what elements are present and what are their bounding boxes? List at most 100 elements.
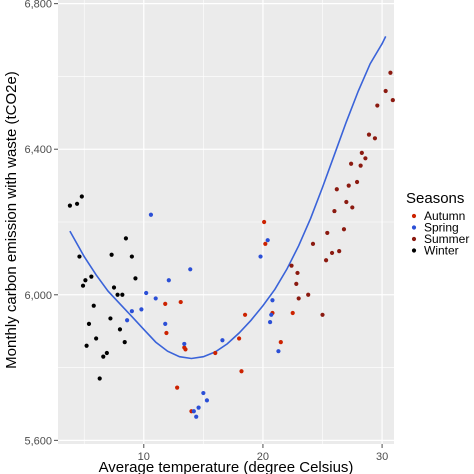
point-winter — [101, 354, 106, 359]
point-autumn — [239, 369, 244, 374]
point-spring — [139, 307, 144, 312]
point-spring — [201, 390, 206, 396]
point-winter — [129, 254, 134, 259]
point-summer — [372, 136, 378, 141]
point-autumn — [263, 241, 268, 246]
point-summer — [323, 258, 329, 263]
x-tick-label: 30 — [376, 451, 388, 463]
point-autumn — [242, 312, 248, 317]
point-autumn — [213, 350, 218, 356]
point-summer — [310, 241, 316, 246]
y-axis-title: Monthly carbon emission with waste (tCO2… — [3, 71, 20, 369]
point-spring — [191, 409, 196, 414]
point-spring — [270, 298, 275, 303]
legend-key-winter — [411, 248, 417, 253]
point-winter — [97, 376, 102, 381]
point-autumn — [262, 219, 267, 225]
point-winter — [89, 274, 94, 279]
legend-label-summer: Summer — [424, 232, 469, 246]
x-tick-label: 20 — [257, 451, 269, 463]
point-spring — [220, 338, 225, 343]
point-spring — [269, 312, 274, 317]
point-winter — [77, 254, 82, 259]
point-spring — [144, 290, 149, 296]
point-summer — [363, 156, 368, 161]
legend-label-winter: Winter — [424, 244, 459, 258]
point-winter — [117, 327, 123, 332]
fit-curve-layer — [69, 36, 387, 360]
point-spring — [163, 321, 168, 327]
point-spring — [196, 405, 201, 410]
point-summer — [334, 187, 339, 192]
data-points — [67, 70, 395, 419]
point-winter — [79, 194, 84, 199]
point-summer — [320, 312, 325, 317]
point-winter — [67, 203, 73, 208]
point-autumn — [183, 347, 188, 352]
point-winter — [83, 278, 88, 283]
point-winter — [108, 316, 113, 321]
point-winter — [91, 303, 96, 308]
point-summer — [349, 161, 354, 166]
y-tick-label: 5,600 — [24, 435, 52, 447]
point-summer — [294, 281, 299, 286]
point-summer — [329, 250, 335, 256]
point-winter — [133, 276, 138, 281]
point-summer — [289, 263, 294, 268]
point-summer — [337, 249, 342, 254]
point-autumn — [237, 336, 242, 341]
point-summer — [350, 205, 355, 210]
point-summer — [390, 97, 395, 103]
point-summer — [383, 88, 388, 94]
point-winter — [109, 252, 114, 257]
legend-label-spring: Spring — [424, 221, 459, 235]
point-autumn — [290, 310, 295, 316]
point-summer — [354, 179, 360, 185]
legend-key-summer — [411, 236, 417, 242]
point-spring — [267, 319, 273, 325]
fit-curve — [69, 36, 387, 360]
point-summer — [295, 270, 300, 276]
point-autumn — [175, 385, 180, 390]
point-winter — [123, 236, 129, 241]
point-spring — [188, 267, 193, 272]
point-summer — [346, 183, 351, 188]
legend-title: Seasons — [406, 190, 464, 207]
point-autumn — [278, 339, 283, 345]
point-summer — [375, 103, 380, 108]
point-spring — [204, 398, 210, 403]
legend-key-spring — [411, 225, 417, 230]
point-winter — [84, 343, 89, 348]
point-spring — [276, 349, 281, 354]
legend-key-autumn — [411, 213, 417, 219]
point-summer — [325, 230, 330, 236]
point-summer — [344, 199, 349, 205]
point-winter — [111, 285, 117, 290]
point-summer — [359, 150, 364, 155]
x-axis-title: Average temperature (degree Celsius) — [99, 459, 354, 474]
point-spring — [182, 341, 187, 347]
point-spring — [153, 296, 158, 301]
point-spring — [129, 309, 134, 314]
point-autumn — [178, 299, 183, 305]
y-tick-label: 6,400 — [24, 144, 52, 156]
x-tick-label: 10 — [138, 451, 150, 463]
point-winter — [120, 292, 125, 297]
point-summer — [358, 163, 363, 168]
point-winter — [80, 283, 86, 288]
point-winter — [74, 201, 80, 206]
point-summer — [332, 208, 337, 214]
point-summer — [366, 132, 372, 137]
point-summer — [296, 296, 301, 301]
point-winter — [122, 339, 127, 345]
point-summer — [306, 292, 311, 297]
grid-lines — [58, 0, 394, 444]
point-spring — [265, 238, 270, 243]
point-summer — [341, 227, 347, 232]
point-winter — [104, 350, 109, 356]
point-winter — [94, 336, 99, 341]
point-autumn — [164, 330, 169, 336]
point-winter — [115, 292, 120, 297]
